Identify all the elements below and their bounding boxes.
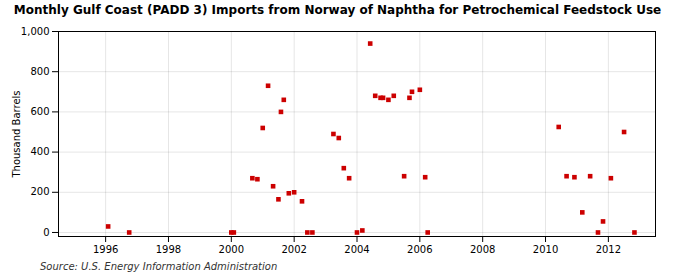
svg-text:2002: 2002 bbox=[281, 244, 306, 255]
html-text:Source: U.S. Energy Informatio: Source: U.S. Energy Information Administ… bbox=[40, 261, 278, 272]
svg-text:0: 0 bbox=[43, 227, 49, 238]
svg-text:Thousand Barrels: Thousand Barrels bbox=[11, 90, 22, 178]
svg-text:400: 400 bbox=[30, 146, 49, 157]
svg-text:2004: 2004 bbox=[344, 244, 369, 255]
svg-text:2006: 2006 bbox=[407, 244, 432, 255]
svg-text:600: 600 bbox=[30, 106, 49, 117]
svg-text:1998: 1998 bbox=[156, 244, 181, 255]
svg-text:200: 200 bbox=[30, 186, 49, 197]
svg-text:2000: 2000 bbox=[219, 244, 244, 255]
svg-text:1,000: 1,000 bbox=[21, 26, 50, 37]
svg-text:800: 800 bbox=[30, 66, 49, 77]
svg-text:2008: 2008 bbox=[470, 244, 495, 255]
svg-text:2012: 2012 bbox=[596, 244, 621, 255]
svg-text:1996: 1996 bbox=[93, 244, 118, 255]
svg-text:2010: 2010 bbox=[533, 244, 558, 255]
html-text:Monthly Gulf Coast (PADD 3) Im: Monthly Gulf Coast (PADD 3) Imports from… bbox=[13, 3, 662, 17]
